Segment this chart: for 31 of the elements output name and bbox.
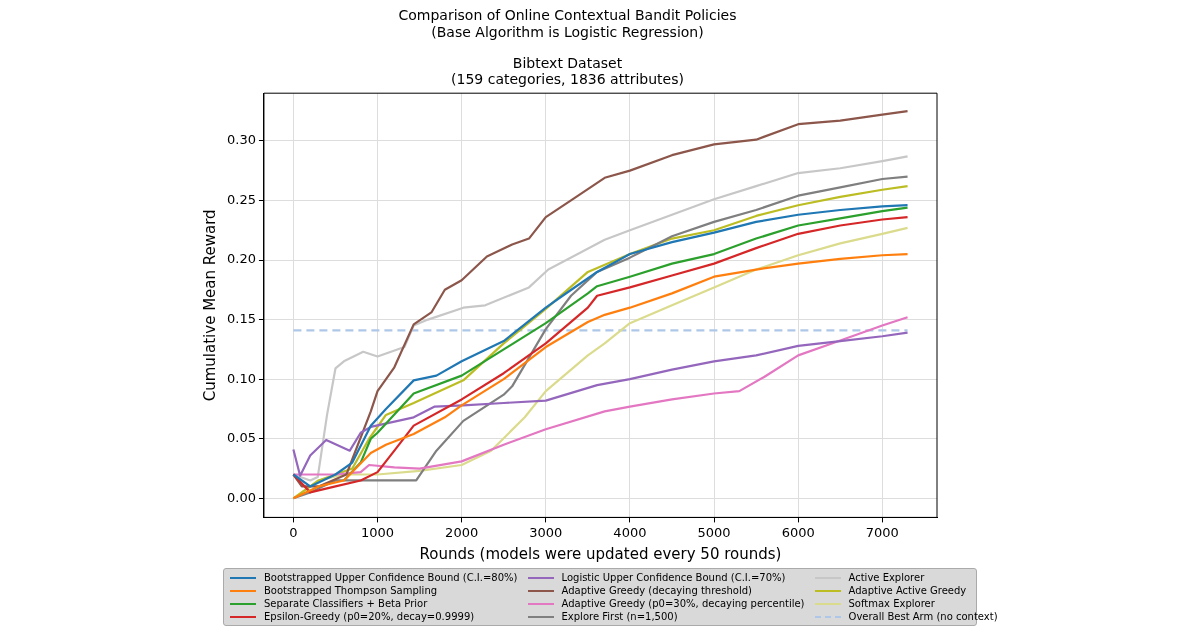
legend-label: Adaptive Active Greedy — [848, 585, 967, 596]
x-axis-title: Rounds (models were updated every 50 rounds) — [419, 544, 782, 563]
y-tick-label: 0.20 — [226, 251, 256, 267]
y-tick-label: 0.15 — [226, 310, 256, 326]
y-axis-title: Cumulative Mean Reward — [200, 209, 219, 402]
x-tick-label: 6000 — [781, 524, 815, 540]
legend-label: Logistic Upper Confidence Bound (C.I.=70%) — [561, 572, 786, 583]
y-tick-label: 0.10 — [226, 370, 256, 386]
legend-label: Overall Best Arm (no context) — [848, 611, 998, 622]
legend-label: Softmax Explorer — [848, 598, 935, 609]
x-tick-label: 7000 — [865, 524, 899, 540]
chart-title: Comparison of Online Contextual Bandit Policies (Base Algorithm is Logistic Regression) — [398, 7, 737, 40]
y-tick-label: 0.05 — [226, 430, 256, 446]
legend-label: Adaptive Greedy (p0=30%, decaying percentile) — [561, 598, 805, 609]
legend-label: Adaptive Greedy (decaying threshold) — [561, 585, 752, 596]
x-tick-label: 2000 — [445, 524, 479, 540]
legend-label: Epsilon-Greedy (p0=20%, decay=0.9999) — [264, 611, 475, 622]
legend-label: Separate Classifiers + Beta Prior — [264, 598, 428, 609]
x-tick-label: 0 — [289, 524, 298, 540]
y-tick-label: 0.00 — [226, 489, 256, 505]
x-tick-label: 1000 — [360, 524, 395, 540]
x-tick-label: 5000 — [697, 524, 731, 540]
x-tick-label: 4000 — [613, 524, 647, 540]
x-tick-label: 3000 — [529, 524, 563, 540]
legend-label: Bootstrapped Upper Confidence Bound (C.I.=80%) — [264, 572, 518, 583]
chart-subtitle: Bibtext Dataset (159 categories, 1836 attributes) — [451, 54, 684, 88]
y-tick-label: 0.25 — [226, 191, 256, 207]
legend-label: Active Explorer — [848, 572, 925, 583]
legend-label: Bootstrapped Thompson Sampling — [264, 585, 438, 596]
y-tick-label: 0.30 — [226, 132, 256, 148]
legend-label: Explore First (n=1,500) — [561, 611, 678, 622]
